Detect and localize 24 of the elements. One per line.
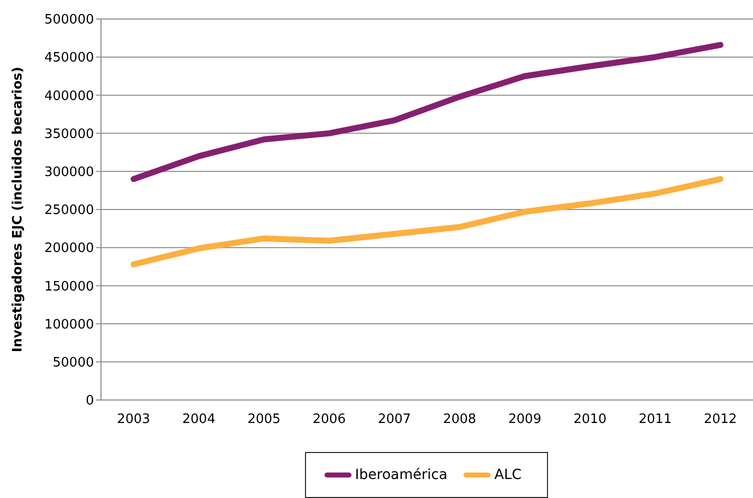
x-tick-label: 2006 <box>312 412 346 428</box>
legend-label: ALC <box>494 467 522 483</box>
y-axis-title: Investigadores EJC (incluidos becarios) <box>10 66 26 352</box>
y-tick-label: 300000 <box>44 165 94 180</box>
x-tick-label: 2007 <box>378 412 411 428</box>
y-tick-label: 450000 <box>44 50 94 66</box>
x-tick-label: 2012 <box>704 412 737 428</box>
y-tick-label: 500000 <box>44 12 94 28</box>
x-tick-label: 2009 <box>508 412 542 428</box>
y-tick-label: 100000 <box>44 317 94 332</box>
y-tick-label: 200000 <box>44 241 94 256</box>
legend-label: Iberoamérica <box>355 467 448 483</box>
x-tick-label: 2008 <box>443 412 476 428</box>
y-tick-label: 150000 <box>44 279 94 294</box>
x-tick-label: 2010 <box>573 412 607 428</box>
y-tick-label: 50000 <box>52 356 94 371</box>
y-tick-label: 400000 <box>44 88 94 104</box>
x-tick-label: 2005 <box>247 412 281 428</box>
y-tick-label: 350000 <box>44 126 94 142</box>
y-tick-label: 0 <box>86 394 94 409</box>
y-tick-label: 250000 <box>44 203 94 218</box>
x-tick-label: 2004 <box>182 412 216 428</box>
x-tick-label: 2011 <box>638 412 672 428</box>
x-tick-label: 2003 <box>117 412 150 428</box>
